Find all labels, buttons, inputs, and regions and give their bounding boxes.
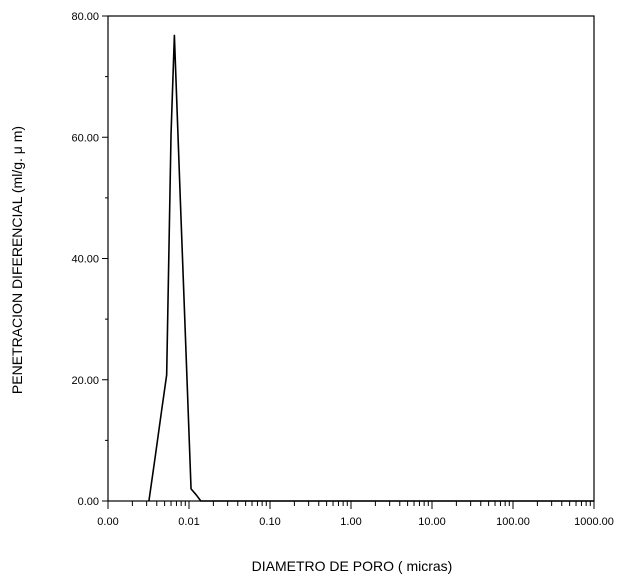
y-tick-label: 20.00: [71, 375, 99, 387]
y-axis-title: PENETRACION DIFERENCIAL (ml/g. μ m): [9, 126, 25, 394]
series-layer: [148, 34, 594, 502]
y-axis: 0.00 20.00 40.00 60.00 80.00: [71, 11, 108, 508]
y-tick-label: 40.00: [71, 254, 99, 266]
x-tick-label: 0.10: [259, 516, 280, 528]
x-tick-label: 1000.00: [574, 516, 614, 528]
x-axis-title: DIAMETRO DE PORO ( micras): [252, 558, 453, 574]
x-tick-label: 0.01: [178, 516, 199, 528]
x-tick-label: 10.00: [418, 516, 446, 528]
plot-frame: [107, 15, 595, 502]
plot-border: [107, 15, 595, 502]
y-tick-label: 0.00: [78, 496, 99, 508]
series-line: [148, 34, 594, 502]
y-tick-label: 80.00: [71, 11, 99, 23]
x-axis: 0.00 0.01 0.10 1.00 10.00 100.00 1000.00: [97, 501, 614, 528]
y-tick-label: 60.00: [71, 132, 99, 144]
x-tick-label: 0.00: [97, 516, 118, 528]
x-tick-label: 1.00: [340, 516, 361, 528]
x-tick-label: 100.00: [496, 516, 530, 528]
